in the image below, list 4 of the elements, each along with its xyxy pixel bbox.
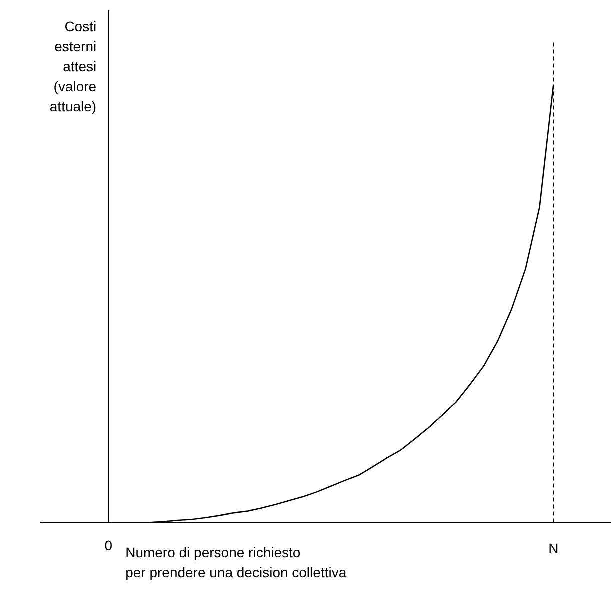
x-axis-title: Numero di persone richiesto per prendere una decision collettiva <box>126 544 347 581</box>
x-tick-label: N <box>548 540 559 557</box>
x-tick-label: 0 <box>104 538 113 554</box>
y-axis-title: Costi esterni attesi (valore attuale) <box>50 18 97 114</box>
